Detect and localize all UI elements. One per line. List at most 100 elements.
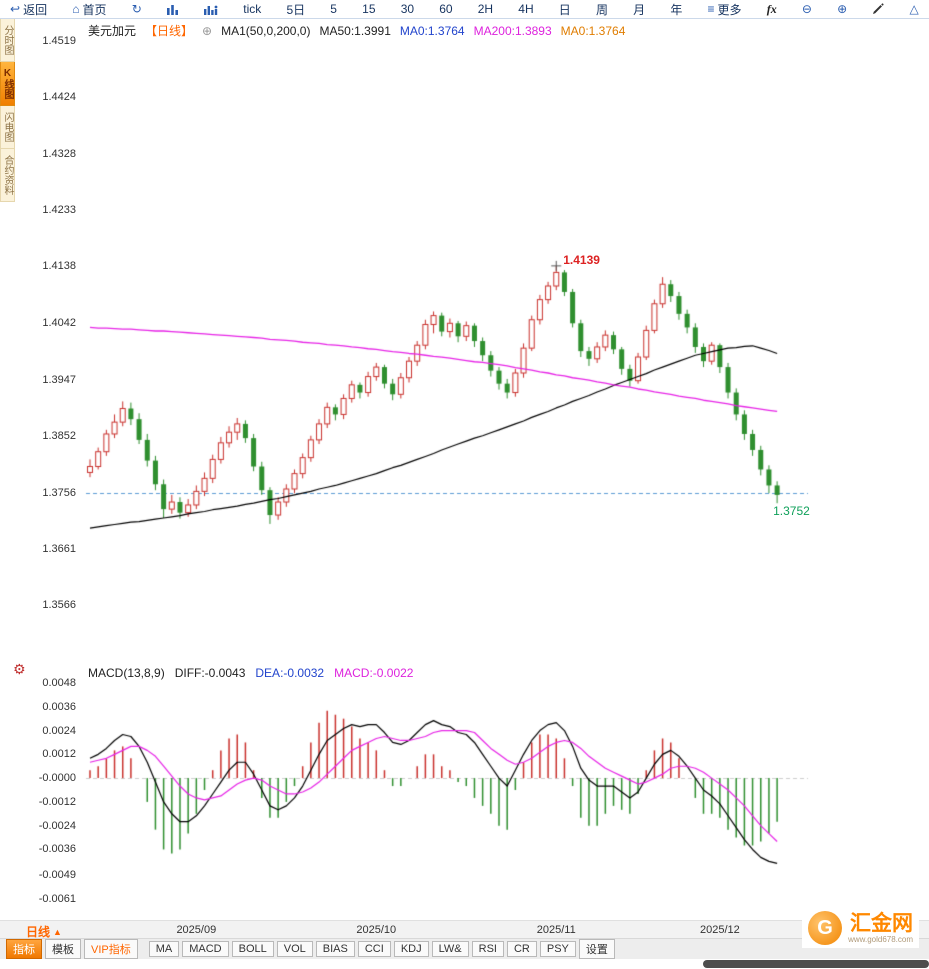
- add-indicator-icon[interactable]: ⊕: [202, 23, 213, 38]
- tab-templates[interactable]: 模板: [45, 939, 81, 959]
- tab-lightning-chart[interactable]: 闪电图: [0, 106, 15, 149]
- period-year-button[interactable]: 年: [670, 0, 682, 18]
- period-month-button[interactable]: 月: [633, 0, 645, 18]
- period-week-button[interactable]: 周: [596, 0, 608, 18]
- period-4h-button[interactable]: 4H: [518, 0, 533, 18]
- macd-pane-header: MACD(13,8,9) DIFF:-0.0043 DEA:-0.0032 MA…: [88, 666, 413, 680]
- period-5m-button[interactable]: 5: [330, 0, 337, 18]
- price-axis-tick: 1.4424: [42, 91, 76, 104]
- ma0-value-blue: MA0:1.3764: [399, 23, 465, 38]
- time-axis-label: 2025/12: [699, 924, 740, 936]
- tab-ma[interactable]: MA: [148, 941, 180, 957]
- period-selector[interactable]: 日线 ▲: [26, 923, 62, 940]
- fx-indicator-button[interactable]: fx: [767, 0, 777, 18]
- tab-bias[interactable]: BIAS: [315, 941, 355, 957]
- period-5d-button[interactable]: 5日: [286, 0, 305, 18]
- period-15m-button[interactable]: 15: [362, 0, 375, 18]
- price-pane-header: 美元加元 【日线】 ⊕ MA1(50,0,200,0) MA50:1.3991 …: [88, 22, 625, 39]
- tab-time-chart[interactable]: 分时图: [0, 19, 15, 62]
- macd-axis-tick: 0.0024: [42, 724, 76, 737]
- time-axis-label: 2025/09: [176, 924, 217, 936]
- volume-chart-button[interactable]: [204, 0, 218, 18]
- site-brand-text: 汇金网 www.gold678.com: [848, 911, 913, 944]
- macd-axis-tick: 0.0012: [42, 748, 76, 761]
- bar-chart-icon: [166, 4, 179, 15]
- period-30m-button-label: 30: [400, 2, 415, 16]
- collapse-button[interactable]: △: [910, 0, 919, 18]
- top-toolbar: ↩ 返回 ⌂ 首页 ↻ tick 5日 5 15 30 60 2H 4H 日 周 月 年 ≡ 更多 fx ⊖ ⊕ △: [0, 0, 929, 19]
- chart-type-tabs: 分时图 K线图 闪电图 合约资料: [0, 19, 15, 202]
- site-branding: G 汇金网 www.gold678.com: [802, 908, 919, 948]
- period-60m-button[interactable]: 60: [439, 0, 452, 18]
- timeline-chart-button[interactable]: [166, 0, 179, 18]
- tick-button[interactable]: tick: [243, 0, 261, 18]
- tab-psy[interactable]: PSY: [539, 941, 576, 957]
- period-day-button-label: 日: [558, 2, 571, 17]
- tab-indicators[interactable]: 指标: [6, 939, 42, 959]
- indicator-settings-icon[interactable]: ⚙: [13, 661, 26, 677]
- back-button[interactable]: ↩ 返回: [10, 0, 47, 18]
- tab-rsi[interactable]: RSI: [471, 941, 504, 957]
- zoom-out-button[interactable]: ⊖: [802, 0, 812, 18]
- up-triangle-icon: ▲: [53, 926, 62, 937]
- period-2h-button-label: 2H: [477, 2, 494, 16]
- period-selector-label: 日线: [26, 925, 51, 939]
- ma200-value: MA200:1.3893: [473, 23, 552, 38]
- period-2h-button[interactable]: 2H: [478, 0, 493, 18]
- period-week-button-label: 周: [595, 2, 608, 17]
- price-axis-tick: 1.3566: [42, 599, 76, 611]
- tab-lw[interactable]: LW&: [431, 941, 469, 957]
- macd-axis-tick: -0.0012: [38, 795, 76, 808]
- zoom-in-button[interactable]: ⊕: [837, 0, 847, 18]
- tab-macd[interactable]: MACD: [182, 941, 229, 957]
- tab-vip-indicators[interactable]: VIP指标: [84, 939, 138, 959]
- macd-axis-tick: -0.0061: [38, 893, 76, 905]
- time-axis-label: 2025/10: [356, 924, 397, 936]
- price-axis-tick: 1.4328: [42, 148, 76, 161]
- home-icon: ⌂: [72, 2, 80, 16]
- peak-price-annotation: 1.4139: [563, 252, 600, 267]
- tab-cci[interactable]: CCI: [357, 941, 391, 957]
- price-axis-tick: 1.4519: [42, 35, 76, 47]
- ma50-value: MA50:1.3991: [319, 23, 391, 38]
- macd-axis-tick: -0.0024: [38, 819, 76, 832]
- fx-indicator-button-label: fx: [766, 1, 777, 16]
- site-name: 汇金网: [850, 911, 913, 935]
- tab-boll[interactable]: BOLL: [231, 941, 274, 957]
- diff-value: DIFF:-0.0043: [174, 666, 246, 680]
- period-tag: 【日线】: [145, 24, 194, 38]
- period-day-button[interactable]: 日: [559, 0, 571, 18]
- refresh-button[interactable]: ↻: [132, 0, 142, 18]
- period-4h-button-label: 4H: [518, 2, 534, 16]
- site-logo-icon: G: [808, 911, 843, 945]
- tab-cr[interactable]: CR: [506, 941, 537, 957]
- macd-axis-tick: 0.0036: [42, 700, 76, 713]
- macd-axis-tick: -0.0049: [38, 869, 76, 882]
- price-axis-tick: 1.4042: [42, 317, 76, 330]
- tab-contract-info[interactable]: 合约资料: [0, 149, 15, 202]
- macd-axis-tick: 0.0048: [42, 677, 76, 689]
- refresh-icon: ↻: [131, 2, 142, 16]
- draw-button[interactable]: [872, 0, 884, 18]
- macd-value: MACD:-0.0022: [334, 666, 414, 680]
- back-icon: ↩: [10, 2, 21, 16]
- symbol-name: 美元加元: [88, 24, 137, 38]
- period-year-button-label: 年: [670, 2, 683, 17]
- home-button[interactable]: ⌂ 首页: [72, 0, 106, 18]
- macd-params: MACD(13,8,9): [88, 666, 165, 680]
- ma0-value-orange: MA0:1.3764: [560, 23, 626, 38]
- tab-vol[interactable]: VOL: [276, 941, 313, 957]
- zoom-in-icon: ⊕: [837, 2, 848, 16]
- price-axis-tick: 1.3947: [42, 373, 76, 386]
- site-url: www.gold678.com: [848, 934, 913, 944]
- macd-axis-tick: -0.0000: [38, 772, 76, 785]
- settings-button[interactable]: 设置: [578, 939, 615, 959]
- triangle-icon: △: [909, 2, 919, 16]
- more-button[interactable]: ≡ 更多: [708, 0, 742, 18]
- horizontal-scrollbar-thumb[interactable]: [703, 960, 929, 968]
- tab-kdj[interactable]: KDJ: [393, 941, 429, 957]
- period-30m-button[interactable]: 30: [401, 0, 414, 18]
- tab-kline-chart[interactable]: K线图: [0, 62, 15, 106]
- dea-value: DEA:-0.0032: [255, 666, 325, 680]
